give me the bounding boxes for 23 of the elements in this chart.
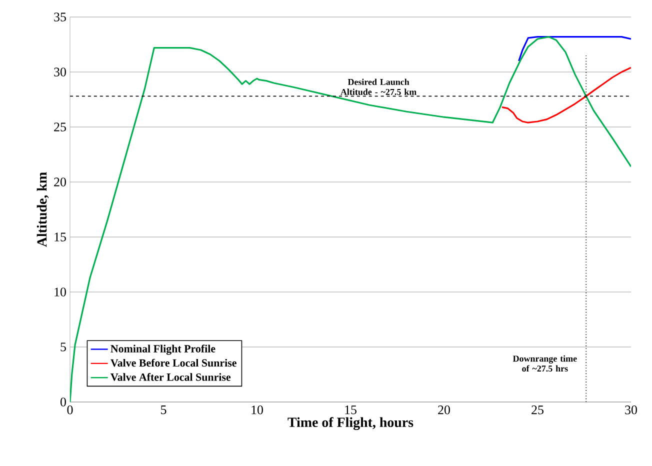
ref-line-label: Desired Launch Altitude - ~27.5 km [340,78,416,96]
legend-label: Valve Before Local Sunrise [110,358,236,367]
ref-line-label: Downrange time of ~27.5 hrs [512,355,577,372]
y-tick-label: 35 [54,12,66,22]
x-tick-label: 5 [161,406,166,414]
line-series [501,66,632,124]
x-tick-label: 25 [532,406,544,414]
x-tick-label: 0 [67,406,73,414]
y-tick-label: 25 [54,122,66,132]
y-tick-label: 0 [60,398,66,406]
y-tick-label: 5 [60,342,66,352]
x-tick-label: 20 [438,406,450,414]
y-tick-label: 30 [54,68,66,76]
y-tick-label: 10 [54,288,66,296]
legend-label: Nominal Flight Profile [110,344,216,355]
x-axis-title: Time of Flight, hours [288,417,414,430]
y-axis-title: Altitude, km [36,172,49,247]
x-tick-label: 30 [625,406,637,414]
y-tick-label: 20 [54,178,66,186]
y-tick-label: 15 [54,232,66,242]
x-tick-label: 15 [345,406,356,414]
x-tick-label: 10 [252,406,263,414]
legend-label: Valve After Local Sunrise [110,373,231,381]
